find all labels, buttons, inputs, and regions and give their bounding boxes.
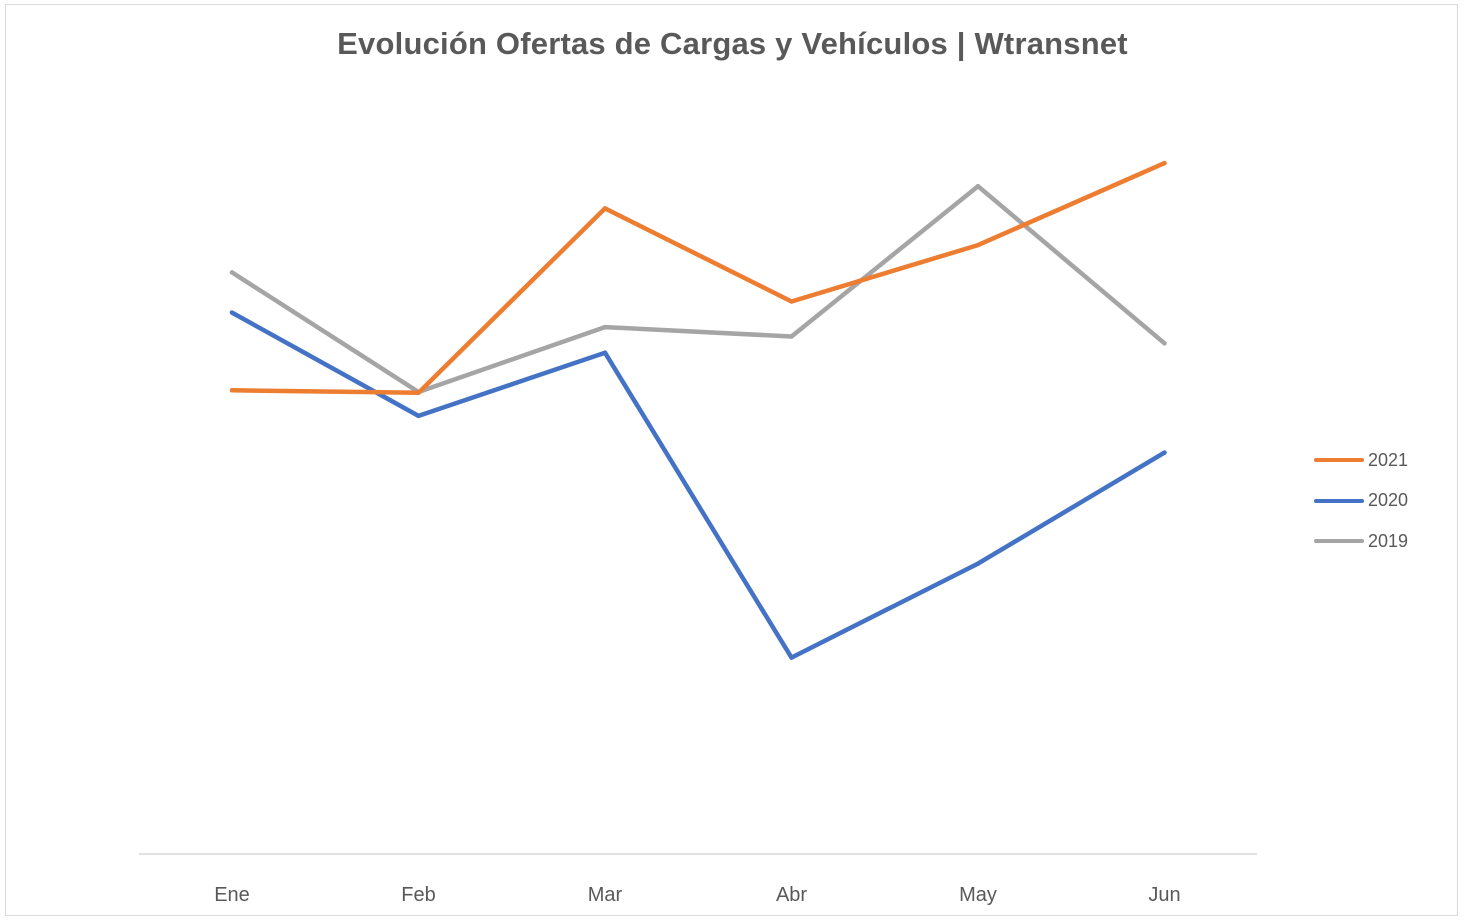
x-tick-label-mar: Mar — [588, 884, 623, 906]
data-point-2020-abr — [789, 655, 794, 660]
x-tick-label-ene: Ene — [214, 884, 250, 906]
data-point-2019-ene — [229, 270, 235, 275]
legend-item-2020: 2020 — [1314, 481, 1408, 522]
data-point-2020-feb — [416, 413, 421, 419]
data-point-2021-ene — [229, 388, 235, 393]
data-point-2021-jun — [1162, 160, 1167, 166]
data-point-2020-may — [975, 561, 981, 566]
data-point-2021-feb — [416, 390, 421, 396]
legend-item-2019: 2019 — [1314, 521, 1408, 562]
data-point-2020-mar — [602, 350, 608, 355]
data-point-2019-mar — [602, 324, 608, 330]
chart-area — [5, 4, 1458, 916]
legend-item-2021: 2021 — [1314, 440, 1408, 481]
x-tick-label-jun: Jun — [1148, 884, 1180, 906]
legend-label: 2020 — [1368, 490, 1409, 511]
legend-label: 2019 — [1368, 530, 1409, 551]
data-point-2021-may — [975, 242, 981, 248]
legend-label: 2021 — [1368, 449, 1409, 470]
data-point-2020-jun — [1162, 450, 1167, 455]
data-point-2019-jun — [1162, 341, 1167, 346]
data-point-2019-abr — [789, 334, 794, 339]
series-line-2021 — [229, 160, 1167, 396]
x-tick-label-may: May — [959, 884, 997, 906]
legend-swatch — [1314, 498, 1364, 503]
data-point-2019-may — [975, 183, 981, 189]
legend-swatch — [1314, 539, 1364, 544]
data-point-2020-ene — [229, 310, 235, 315]
series-line-2019 — [229, 183, 1167, 395]
legend-swatch — [1314, 458, 1364, 463]
x-tick-label-abr: Abr — [776, 884, 807, 906]
series-line-2020 — [229, 310, 1167, 660]
data-point-2021-abr — [789, 299, 794, 304]
x-tick-label-feb: Feb — [401, 884, 435, 906]
legend: 2021 2020 2019 — [1314, 440, 1408, 562]
data-point-2021-mar — [602, 206, 608, 211]
chart-title: Evolución Ofertas de Cargas y Vehículos … — [337, 26, 1128, 61]
